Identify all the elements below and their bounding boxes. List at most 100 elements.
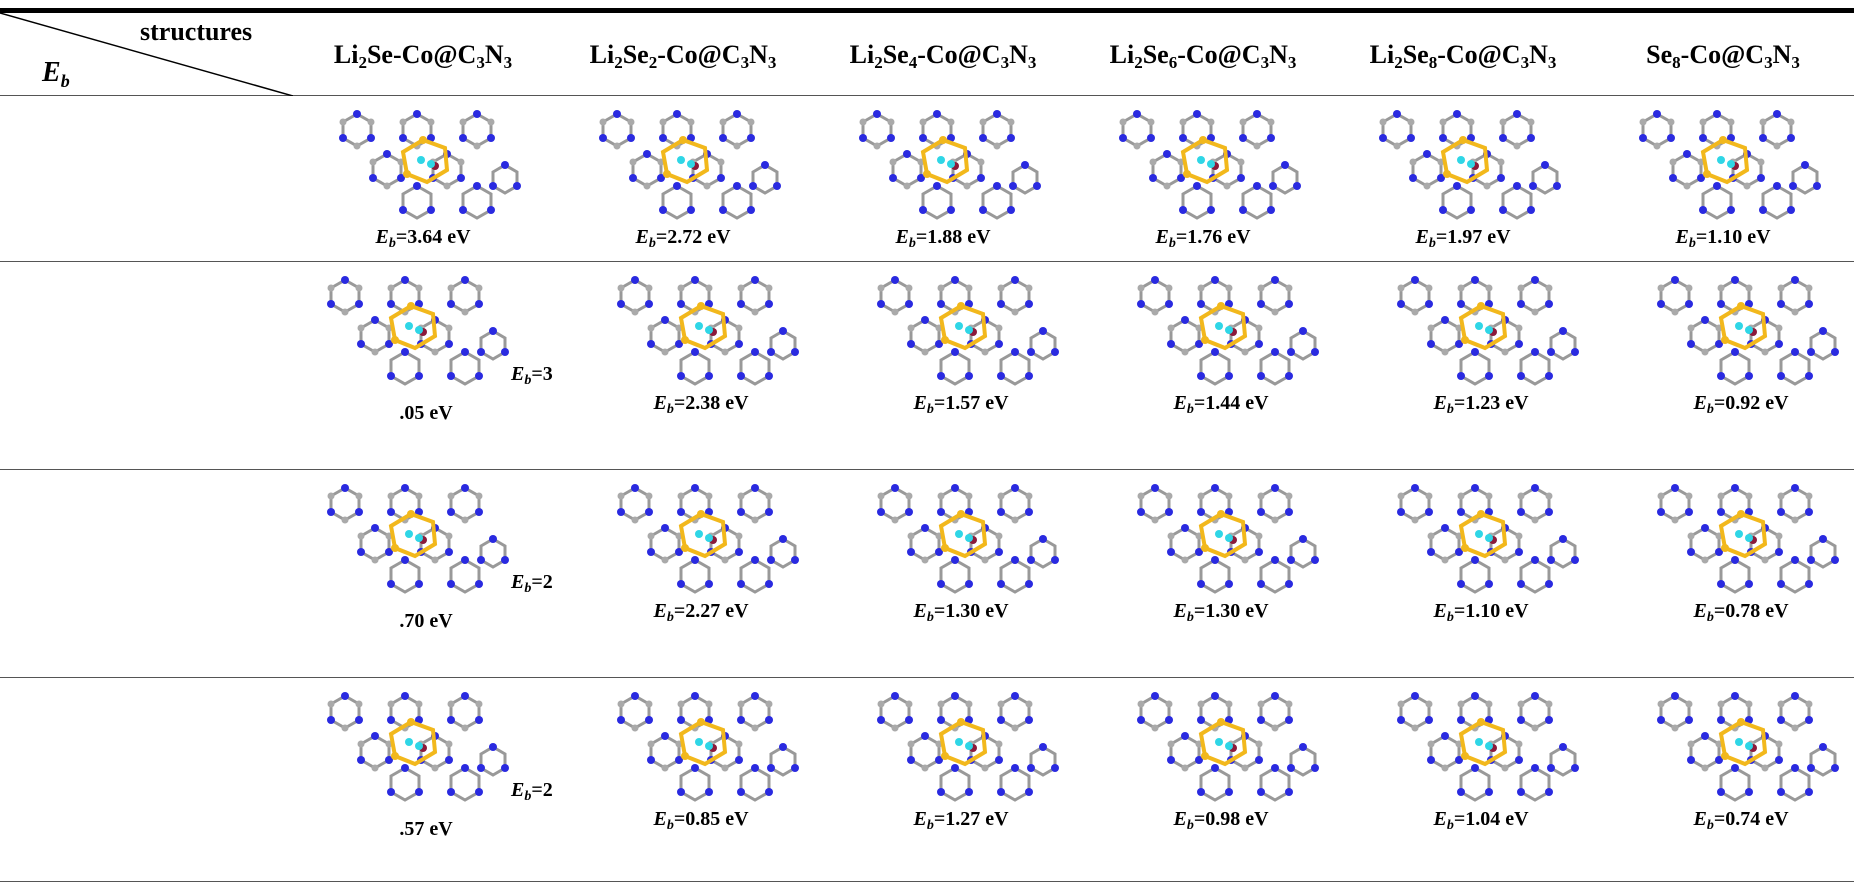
header-part: 3: [476, 53, 485, 72]
eb-symbol: E: [1155, 226, 1168, 248]
value: =0.92 eV: [1714, 392, 1789, 414]
value: =2.72 eV: [656, 226, 731, 248]
binding-energy: Eb=1.30 eV: [831, 600, 1091, 623]
cell: Eb=0.74 eV: [1611, 678, 1854, 881]
eb-sub: b: [667, 610, 674, 625]
value: =1.30 eV: [934, 600, 1009, 622]
value-cont: .70 eV: [311, 610, 571, 633]
structure-image: [1381, 268, 1581, 386]
eb-symbol: E: [1433, 600, 1446, 622]
header-part: Li: [1110, 40, 1135, 69]
value: =1.57 eV: [934, 392, 1009, 414]
binding-energy: Eb=1.76 eV: [1073, 226, 1333, 249]
value: =1.97 eV: [1436, 226, 1511, 248]
eb-label: Eb: [635, 226, 655, 248]
binding-energy: Eb=1.10 eV: [1351, 600, 1611, 623]
header-part: N: [1009, 40, 1028, 69]
column-header: Se8-Co@C3N3: [1593, 13, 1853, 95]
eb-symbol: E: [635, 226, 648, 248]
value-cont: .57 eV: [311, 818, 571, 841]
structure-image: [1381, 684, 1581, 802]
eb-label: Eb: [1173, 808, 1193, 830]
header-part: N: [749, 40, 768, 69]
eb-sub: b: [667, 402, 674, 417]
header-row: structures Eb Li2Se-Co@C3N3Li2Se2-Co@C3N…: [0, 13, 1854, 96]
eb-sub: b: [649, 236, 656, 251]
value: =3: [531, 363, 552, 385]
eb-sub: b: [909, 236, 916, 251]
eb-label: Eb: [913, 808, 933, 830]
header-part: 3: [1288, 53, 1297, 72]
eb-symbol: E: [1433, 392, 1446, 414]
eb-symbol: E: [511, 363, 524, 385]
header-part: Li: [590, 40, 615, 69]
structure-image: [323, 102, 523, 220]
cell: Eb=0.92 eV: [1611, 262, 1854, 469]
value: =1.44 eV: [1194, 392, 1269, 414]
structure-image: [1623, 102, 1823, 220]
binding-energy: Eb=0.85 eV: [571, 808, 831, 831]
eb-symbol: E: [511, 571, 524, 593]
structure-image: [1363, 102, 1563, 220]
eb-label: Eb: [1173, 600, 1193, 622]
header-part: Li: [334, 40, 359, 69]
binding-energy: Eb=2: [511, 779, 553, 801]
eb-sub: b: [1187, 402, 1194, 417]
column-header: Li2Se4-Co@C3N3: [813, 13, 1073, 95]
eb-symbol: E: [1693, 600, 1706, 622]
cell: Eb=1.97 eV: [1333, 96, 1593, 261]
binding-energy: Eb=3.64 eV: [293, 226, 553, 249]
value: =1.04 eV: [1454, 808, 1529, 830]
header-part: N: [485, 40, 504, 69]
eb-symbol: E: [913, 808, 926, 830]
header-part: 3: [1521, 53, 1530, 72]
header-part: -Co@C: [1681, 40, 1764, 69]
structure-image: [311, 684, 511, 802]
column-header: Li2Se8-Co@C3N3: [1333, 13, 1593, 95]
value: =1.88 eV: [916, 226, 991, 248]
cell: Eb=1.23 eV: [1351, 262, 1611, 469]
eb-sub: b: [1689, 236, 1696, 251]
cell: Eb=1.30 eV: [831, 470, 1091, 677]
eb-label: Eb: [1433, 808, 1453, 830]
value: =1.30 eV: [1194, 600, 1269, 622]
value: =0.78 eV: [1714, 600, 1789, 622]
eb-sub: b: [1429, 236, 1436, 251]
value-cont: .05 eV: [311, 402, 571, 425]
structure-image: [1381, 476, 1581, 594]
cell: Eb=1.10 eV: [1351, 470, 1611, 677]
header-part: N: [1269, 40, 1288, 69]
header-part: 2: [1134, 53, 1143, 72]
binding-energy: Eb=0.78 eV: [1611, 600, 1854, 623]
cell: Eb=3.64 eV: [293, 96, 553, 261]
row-label-cell: [0, 96, 293, 261]
header-part: Li: [850, 40, 875, 69]
value: =1.27 eV: [934, 808, 1009, 830]
eb-symbol: E: [1433, 808, 1446, 830]
eb-symbol: E: [653, 600, 666, 622]
eb-label: Eb: [511, 363, 531, 385]
binding-energy: Eb=1.97 eV: [1333, 226, 1593, 249]
structure-image: [311, 268, 511, 386]
binding-energy: Eb=2.38 eV: [571, 392, 831, 415]
header-part: Se: [623, 40, 649, 69]
cell: Eb=2.72 eV: [553, 96, 813, 261]
value: =1.23 eV: [1454, 392, 1529, 414]
header-part: 4: [909, 53, 918, 72]
value: =2: [531, 779, 552, 801]
eb-symbol: E: [1415, 226, 1428, 248]
value: =0.98 eV: [1194, 808, 1269, 830]
structure-image: [601, 268, 801, 386]
cell: Eb=2.70 eV: [293, 470, 571, 677]
cell: Eb=2.38 eV: [571, 262, 831, 469]
cell: Eb=2.27 eV: [571, 470, 831, 677]
header-part: -Co@C: [657, 40, 740, 69]
binding-energy: Eb=1.04 eV: [1351, 808, 1611, 831]
eb-label: Eb: [653, 808, 673, 830]
binding-energy: Eb=1.88 eV: [813, 226, 1073, 249]
eb-sub: b: [927, 402, 934, 417]
eb-label: Eb: [913, 392, 933, 414]
eb-sub: b: [1447, 402, 1454, 417]
header-part: 3: [1028, 53, 1037, 72]
